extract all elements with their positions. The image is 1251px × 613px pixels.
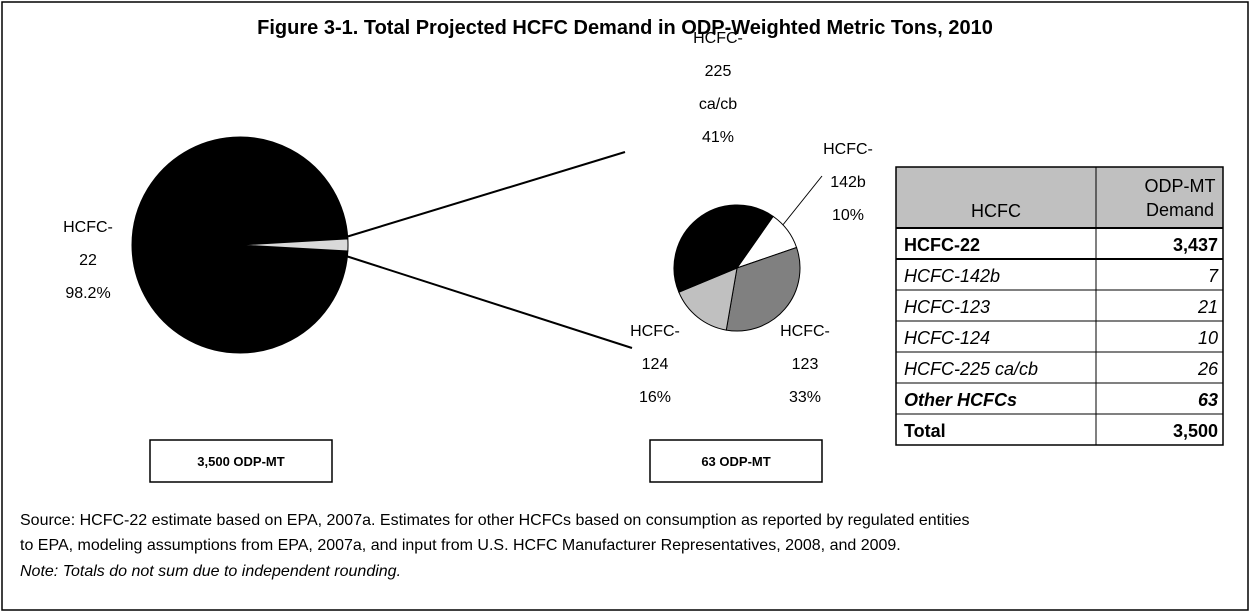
source-text: Source: HCFC-22 estimate based on EPA, 2… bbox=[20, 512, 970, 529]
total-label: 3,500 ODP-MT bbox=[197, 454, 284, 469]
table-cell: Other HCFCs bbox=[904, 390, 1017, 410]
pie-slice bbox=[678, 267, 738, 331]
slice-value-label: 33% bbox=[789, 389, 821, 406]
slice-label: HCFC-123 bbox=[780, 323, 830, 373]
table-cell: 10 bbox=[1198, 328, 1218, 348]
table-cell: 7 bbox=[1208, 266, 1219, 286]
pie-slice bbox=[725, 246, 801, 332]
table-cell: HCFC-123 bbox=[904, 297, 990, 317]
table-border bbox=[895, 166, 1224, 446]
table-header: HCFC bbox=[971, 201, 1021, 221]
table-cell: 63 bbox=[1198, 390, 1218, 410]
table-header: ODP-MT Demand bbox=[1145, 176, 1216, 220]
total-box bbox=[649, 439, 823, 483]
total-box bbox=[149, 439, 333, 483]
leader-line bbox=[781, 175, 823, 227]
table-cell: 21 bbox=[1197, 297, 1218, 317]
note-text: Note: Totals do not sum due to independe… bbox=[20, 563, 401, 580]
table-cell: 3,500 bbox=[1173, 421, 1218, 441]
slice-value-label: 98.2% bbox=[65, 285, 110, 302]
pie-slice bbox=[239, 238, 349, 252]
slice-label: HCFC-22 bbox=[63, 219, 113, 269]
slice-label: HCFC-124 bbox=[630, 323, 680, 373]
table-cell: HCFC-124 bbox=[904, 328, 990, 348]
table-cell: HCFC-225 ca/cb bbox=[904, 359, 1038, 379]
table-cell: HCFC-142b bbox=[904, 266, 1000, 286]
slice-value-label: 10% bbox=[832, 207, 864, 224]
table-cell: 26 bbox=[1197, 359, 1219, 379]
figure-title: Figure 3-1. Total Projected HCFC Demand … bbox=[257, 17, 993, 39]
table-cell: Total bbox=[904, 421, 946, 441]
source-text: to EPA, modeling assumptions from EPA, 2… bbox=[20, 537, 901, 554]
slice-label: HCFC-225 ca/cb bbox=[693, 30, 743, 113]
table-header-bg bbox=[896, 167, 1223, 228]
slice-label: HCFC-142b bbox=[823, 141, 873, 191]
pie-slice bbox=[131, 136, 349, 354]
table-cell: HCFC-22 bbox=[904, 235, 980, 255]
slice-value-label: 41% bbox=[702, 129, 734, 146]
total-label: 63 ODP-MT bbox=[701, 454, 770, 469]
connector bbox=[345, 255, 633, 349]
pie-slice bbox=[673, 204, 774, 293]
slice-value-label: 16% bbox=[639, 389, 671, 406]
connector bbox=[345, 151, 626, 238]
table-cell: 3,437 bbox=[1173, 235, 1218, 255]
